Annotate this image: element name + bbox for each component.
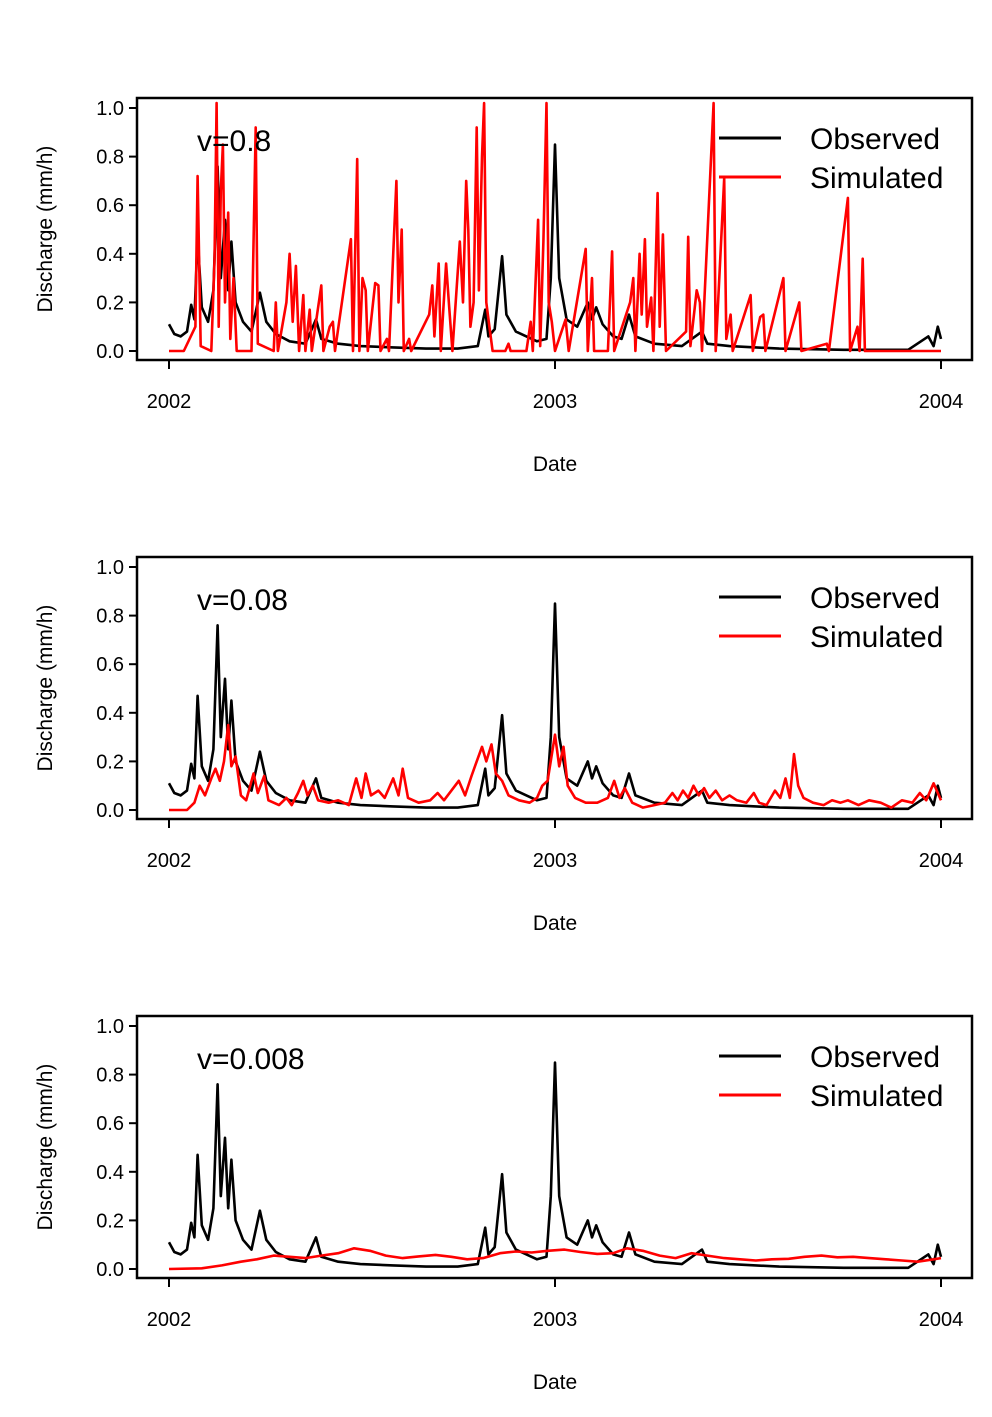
y-tick-label: 1.0 xyxy=(96,557,124,579)
x-tick-label: 2004 xyxy=(919,391,964,413)
y-axis-title: Discharge (mm/h) xyxy=(34,1064,57,1231)
x-tick-label: 2002 xyxy=(147,850,192,872)
y-tick-label: 0.2 xyxy=(96,1210,124,1232)
series-line-simulated xyxy=(169,723,943,812)
legend-label-observed: Observed xyxy=(810,1041,940,1074)
x-tick-label: 2002 xyxy=(147,1309,192,1331)
legend: Observed Simulated xyxy=(719,582,943,654)
chart-panel-2: 0.0 0.2 0.4 0.6 0.8 1.0 2002 2003 2004 Date Discha… xyxy=(34,555,974,935)
y-axis-title: Discharge (mm/h) xyxy=(34,146,57,313)
legend-label-observed: Observed xyxy=(810,582,940,615)
y-tick-label: 1.0 xyxy=(96,1016,124,1038)
y-tick-label: 0.8 xyxy=(96,606,124,628)
annotation-label: v=0.008 xyxy=(197,1043,305,1076)
y-tick-label: 0.6 xyxy=(96,654,124,676)
y-tick-label: 0.4 xyxy=(96,1162,124,1184)
chart-panel-1: 0.0 0.2 0.4 0.6 0.8 1.0 2002 2003 2004 Date Discha… xyxy=(34,96,974,476)
x-axis-title: Date xyxy=(533,912,577,935)
y-tick-label: 0.4 xyxy=(96,244,124,266)
series-line-simulated xyxy=(169,101,941,353)
y-tick-label: 0.0 xyxy=(96,800,124,822)
series-line-simulated xyxy=(168,1247,942,1271)
legend-label-simulated: Simulated xyxy=(810,1080,943,1113)
y-tick-label: 0.8 xyxy=(96,147,124,169)
legend-label-observed: Observed xyxy=(810,123,940,156)
y-tick-label: 0.6 xyxy=(96,1113,124,1135)
chart-panel-3: 0.0 0.2 0.4 0.6 0.8 1.0 2002 2003 2004 Date Discha… xyxy=(34,1014,974,1394)
y-tick-label: 1.0 xyxy=(96,98,124,120)
x-tick-label: 2003 xyxy=(533,391,578,413)
legend-label-simulated: Simulated xyxy=(810,162,943,195)
y-tick-label: 0.6 xyxy=(96,195,124,217)
y-tick-label: 0.2 xyxy=(96,292,124,314)
legend-label-simulated: Simulated xyxy=(810,621,943,654)
annotation-label: v=0.08 xyxy=(197,584,288,617)
x-axis-title: Date xyxy=(533,453,577,476)
x-tick-label: 2003 xyxy=(533,1309,578,1331)
annotation-label: v=0.8 xyxy=(197,125,271,158)
series-line-observed xyxy=(167,1061,943,1270)
y-tick-label: 0.0 xyxy=(96,1259,124,1281)
y-tick-label: 0.2 xyxy=(96,751,124,773)
y-tick-label: 0.0 xyxy=(96,341,124,363)
y-tick-label: 0.8 xyxy=(96,1065,124,1087)
legend: Observed Simulated xyxy=(719,123,943,195)
y-tick-label: 0.4 xyxy=(96,703,124,725)
legend: Observed Simulated xyxy=(719,1041,943,1113)
x-tick-label: 2003 xyxy=(533,850,578,872)
x-tick-label: 2004 xyxy=(919,850,964,872)
x-tick-label: 2004 xyxy=(919,1309,964,1331)
y-axis-title: Discharge (mm/h) xyxy=(34,605,57,772)
x-tick-label: 2002 xyxy=(147,391,192,413)
x-axis-title: Date xyxy=(533,1371,577,1394)
